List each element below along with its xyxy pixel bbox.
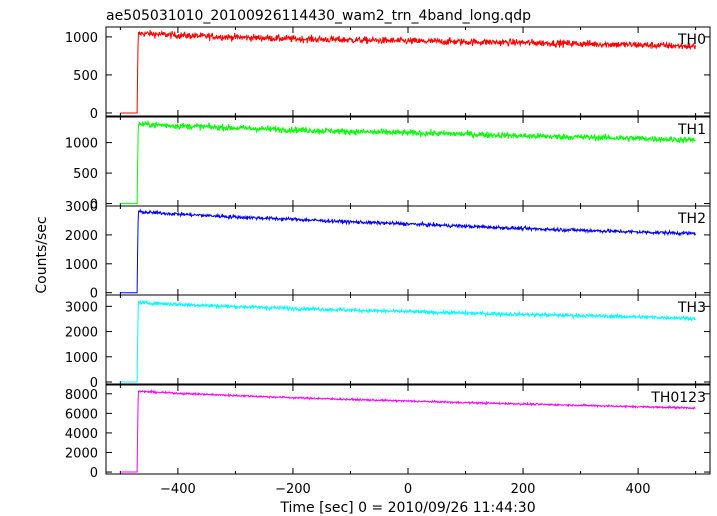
series-label-th1: TH1: [677, 122, 706, 138]
x-tick-label: 200: [511, 482, 536, 497]
x-axis-label: Time [sec] 0 = 2010/09/26 11:44:30: [279, 500, 535, 516]
y-tick-label: 1000: [65, 351, 98, 366]
y-tick-label: 2000: [65, 229, 98, 244]
x-axis-ticks: −400 −200 0 200 400: [160, 482, 650, 497]
y-axis-label: Counts/sec: [34, 216, 50, 293]
y-tick-label: 0: [90, 287, 98, 302]
y-tick-label: 1000: [65, 258, 98, 273]
y-tick-label: 500: [73, 69, 98, 84]
series-line-th1: [120, 120, 696, 205]
y-tick-label: 0: [90, 107, 98, 122]
y-tick-label: 1000: [65, 31, 98, 46]
series-line-th2: [120, 208, 696, 294]
y-tick-label: 0: [90, 466, 98, 481]
panel-th3: 0 1000 2000 3000 TH3: [65, 294, 711, 391]
x-tick-label: 400: [626, 482, 651, 497]
panels: 0 500 1000 TH0 0 500 1000 TH1 0 1000 2000 3000 TH2 0 1…: [65, 26, 711, 481]
panel-frame: [105, 205, 711, 296]
panel-th2: 0 1000 2000 3000 TH2: [65, 200, 711, 302]
x-tick-label: −400: [160, 482, 196, 497]
y-tick-label: 6000: [65, 407, 98, 422]
series-label-th0123: TH0123: [650, 390, 706, 406]
series-line-th0123: [120, 389, 696, 473]
y-tick-label: 0: [90, 376, 98, 391]
panel-th0123: 0 2000 4000 6000 8000 TH0123: [65, 384, 711, 481]
y-tick-label: 0: [90, 198, 98, 213]
chart-title: ae505031010_20100926114430_wam2_trn_4ban…: [106, 8, 531, 24]
y-tick-label: 1000: [65, 137, 98, 152]
series-line-th0: [120, 29, 696, 114]
series-label-th2: TH2: [677, 211, 706, 227]
panel-th0: 0 500 1000 TH0: [65, 26, 711, 122]
y-tick-label: 2000: [65, 446, 98, 461]
y-tick-label: 3000: [65, 200, 98, 215]
y-tick-label: 500: [73, 167, 98, 182]
panel-frame: [105, 384, 711, 475]
panel-frame: [105, 294, 711, 385]
x-tick-label: −200: [275, 482, 311, 497]
x-tick-label: 0: [404, 482, 412, 497]
y-tick-label: 4000: [65, 427, 98, 442]
y-tick-label: 3000: [65, 300, 98, 315]
series-line-th3: [120, 299, 696, 383]
y-tick-label: 8000: [65, 388, 98, 403]
series-label-th0: TH0: [677, 32, 706, 48]
series-label-th3: TH3: [677, 300, 706, 316]
y-tick-label: 2000: [65, 326, 98, 341]
panel-th1: 0 500 1000 TH1: [65, 116, 711, 213]
